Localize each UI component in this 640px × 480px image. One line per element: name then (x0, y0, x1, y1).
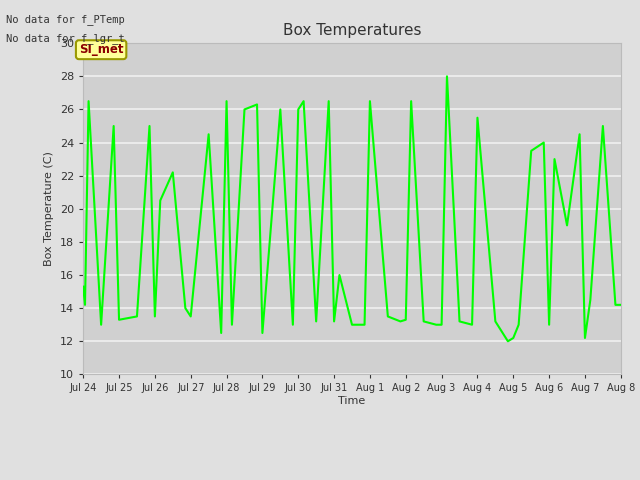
Text: SI_met: SI_met (79, 43, 124, 56)
Y-axis label: Box Temperature (C): Box Temperature (C) (44, 151, 54, 266)
Text: No data for f_PTemp: No data for f_PTemp (6, 13, 125, 24)
X-axis label: Time: Time (339, 396, 365, 406)
Text: No data for f_lgr_t: No data for f_lgr_t (6, 33, 125, 44)
Title: Box Temperatures: Box Temperatures (283, 23, 421, 38)
